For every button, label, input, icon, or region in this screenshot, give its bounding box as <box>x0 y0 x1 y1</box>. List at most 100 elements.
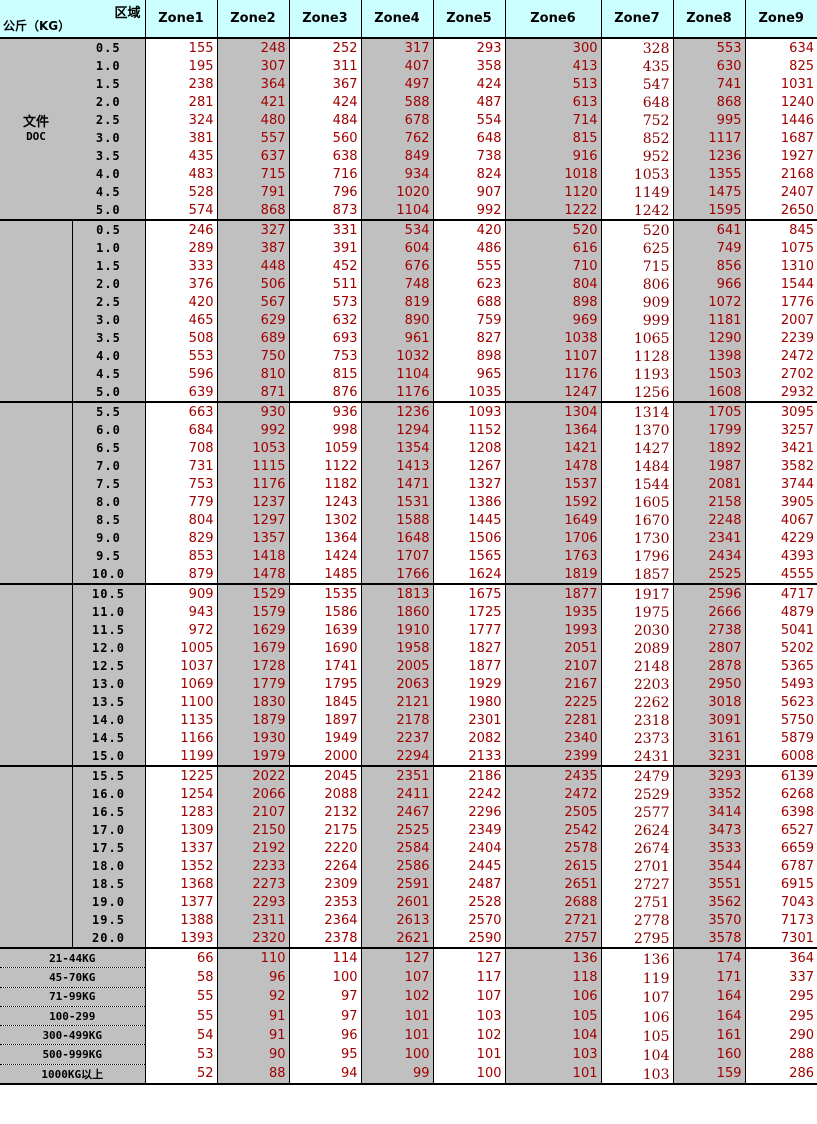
zone-header-7: Zone7 <box>600 0 673 39</box>
zone3-value: 693 <box>288 329 361 347</box>
zone8-value: 1595 <box>672 201 745 220</box>
zone6-value: 613 <box>504 93 601 111</box>
bulk-weight-label: 100-299 <box>0 1006 145 1027</box>
zone4-value: 1104 <box>360 201 433 220</box>
zone4-value: 1176 <box>360 383 433 402</box>
weight-label: 13.0 <box>71 675 145 693</box>
zone5-value: 824 <box>432 165 505 183</box>
zone1-value: 66 <box>144 947 217 968</box>
zone2-value: 2066 <box>216 785 289 803</box>
zone4-value: 849 <box>360 147 433 165</box>
zone4-value: 102 <box>360 987 433 1007</box>
zone6-value: 2651 <box>504 875 601 893</box>
zone7-value: 1128 <box>600 347 673 365</box>
weight-label: 2.5 <box>72 111 145 129</box>
zone6-value: 300 <box>504 37 601 57</box>
zone1-value: 779 <box>144 493 217 511</box>
zone7-value: 1370 <box>600 421 673 439</box>
zone9-value: 290 <box>744 1025 817 1045</box>
zone8-value: 3091 <box>672 711 745 729</box>
zone8-value: 159 <box>672 1064 745 1086</box>
zone9-value: 4067 <box>744 511 817 529</box>
table-row: 5.0 639 871 876 1176 1035 1247 1256 1608 2932 <box>0 383 817 402</box>
zone6-value: 106 <box>504 987 601 1007</box>
weight-label: 1.5 <box>71 257 145 275</box>
zone9-value: 1687 <box>744 129 817 147</box>
zone5-value: 1152 <box>432 421 505 439</box>
zone7-value: 648 <box>600 93 673 111</box>
zone3-value: 1535 <box>288 583 361 603</box>
zone5-value: 1327 <box>432 475 505 493</box>
zone7-value: 715 <box>600 257 673 275</box>
zone3-value: 716 <box>288 165 361 183</box>
bulk-row: 100-299 55 91 97 101 103 105 106 164 295 <box>0 1006 817 1027</box>
zone8-value: 749 <box>672 239 745 257</box>
zone9-value: 1031 <box>744 75 817 93</box>
zone5-value: 827 <box>432 329 505 347</box>
zone8-value: 164 <box>672 987 745 1007</box>
zone8-value: 1398 <box>672 347 745 365</box>
zone1-value: 333 <box>144 257 217 275</box>
zone2-value: 1357 <box>216 529 289 547</box>
zone4-value: 2121 <box>360 693 433 711</box>
table-row: 2.5 420 567 573 819 688 898 909 1072 1776 <box>0 293 817 311</box>
zone5-value: 2296 <box>432 803 505 821</box>
zone5-value: 358 <box>432 57 505 75</box>
table-row: 6.5 708 1053 1059 1354 1208 1421 1427 1892 3421 <box>0 439 817 457</box>
zone6-value: 969 <box>504 311 601 329</box>
zone6-value: 710 <box>504 257 601 275</box>
zone1-value: 324 <box>144 111 217 129</box>
zone6-value: 2542 <box>504 821 601 839</box>
zone9-value: 6139 <box>744 765 817 785</box>
zone9-value: 5202 <box>744 639 817 657</box>
bulk-row: 45-70KG 58 96 100 107 117 118 119 171 337 <box>0 967 817 988</box>
zone5-value: 1827 <box>432 639 505 657</box>
zone2-value: 1679 <box>216 639 289 657</box>
zone4-value: 2294 <box>360 747 433 766</box>
zone3-value: 1485 <box>288 565 361 584</box>
table-row: 12.0 1005 1679 1690 1958 1827 2051 2089 2807 5202 <box>0 639 817 657</box>
zone3-value: 2175 <box>288 821 361 839</box>
zone5-value: 1035 <box>432 383 505 402</box>
zone2-value: 637 <box>216 147 289 165</box>
zone9-value: 364 <box>744 947 817 968</box>
zone9-value: 1240 <box>744 93 817 111</box>
zone2-value: 715 <box>216 165 289 183</box>
table-row: 1.5 238 364 367 497 424 513 547 741 1031 <box>0 75 817 93</box>
zone6-value: 1935 <box>504 603 601 621</box>
zone3-value: 1690 <box>288 639 361 657</box>
zone8-value: 3578 <box>672 929 745 948</box>
zone2-value: 871 <box>216 383 289 402</box>
zone4-value: 748 <box>360 275 433 293</box>
area-label: 区域 <box>114 6 141 21</box>
zone9-value: 3421 <box>744 439 817 457</box>
zone4-value: 317 <box>360 37 433 57</box>
zone8-value: 995 <box>672 111 745 129</box>
zone8-value: 1705 <box>672 401 745 421</box>
zone5-value: 907 <box>432 183 505 201</box>
zone3-value: 573 <box>288 293 361 311</box>
zone1-value: 238 <box>144 75 217 93</box>
zone-header-3: Zone3 <box>288 0 361 39</box>
zone5-value: 1877 <box>432 657 505 675</box>
zone9-value: 3905 <box>744 493 817 511</box>
zone4-value: 1236 <box>360 401 433 421</box>
zone6-value: 104 <box>504 1025 601 1045</box>
zone5-value: 2242 <box>432 785 505 803</box>
zone6-value: 2051 <box>504 639 601 657</box>
zone7-value: 2701 <box>600 857 673 875</box>
zone8-value: 160 <box>672 1044 745 1065</box>
zone2-value: 1579 <box>216 603 289 621</box>
zone4-value: 890 <box>360 311 433 329</box>
zone2-value: 810 <box>216 365 289 383</box>
zone5-value: 1725 <box>432 603 505 621</box>
zone4-value: 1020 <box>360 183 433 201</box>
weight-label: 1.5 <box>72 75 145 93</box>
zone2-value: 1529 <box>216 583 289 603</box>
zone6-value: 1018 <box>504 165 601 183</box>
zone7-value: 952 <box>600 147 673 165</box>
zone9-value: 337 <box>744 967 817 988</box>
zone8-value: 161 <box>672 1025 745 1045</box>
zone3-value: 1182 <box>288 475 361 493</box>
zone1-value: 289 <box>144 239 217 257</box>
